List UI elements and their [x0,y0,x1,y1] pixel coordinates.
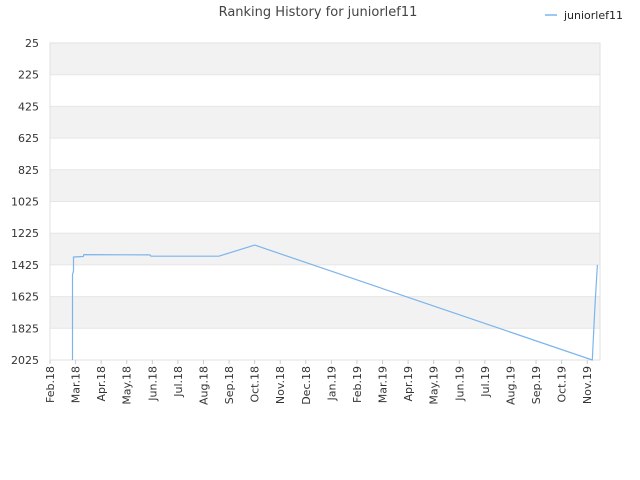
x-tick-label: Nov.19 [581,366,594,404]
plot-band [50,328,600,360]
x-tick-label: Jun.19 [453,366,466,402]
legend[interactable]: juniorlef11 [545,9,623,22]
y-tick-label: 225 [18,69,39,82]
x-tick-label: Oct.19 [556,366,569,403]
x-axis-ticks: Feb.18 Mar.18 Apr.18 May.18 Jun.18 Jul.18 Aug.… [44,360,594,405]
y-tick-label: 1025 [11,196,39,209]
plot-band [50,296,600,329]
y-tick-label: 2025 [11,354,39,367]
series-line-0 [71,244,598,361]
plot-band [50,74,600,107]
y-tick-label: 625 [18,132,39,145]
y-tick-label: 1825 [11,322,39,335]
x-tick-label: Mar.19 [377,366,390,403]
x-tick-label: Apr.18 [95,366,108,402]
plot-bands [50,43,600,360]
plot-frame [49,42,601,361]
series-group [71,244,598,361]
y-tick-label: 1425 [11,259,39,272]
x-tick-label: Apr.19 [402,366,415,402]
plot-band [50,169,600,202]
x-tick-label: Jun.18 [146,366,159,402]
plot-band [50,264,600,297]
y-axis-ticks: 25 225 425 625 825 1025 1225 1425 1625 1825 2025 [11,37,39,367]
y-tick-label: 25 [25,37,39,50]
x-tick-label: Aug.18 [197,366,210,405]
chart-title: Ranking History for juniorlef11 [219,5,418,20]
x-tick-label: Aug.19 [504,366,517,405]
x-tick-label: May.19 [428,366,441,405]
x-tick-label: Jul.18 [172,366,185,398]
y-tick-label: 425 [18,100,39,113]
plot-band [50,43,600,75]
x-tick-label: Feb.18 [44,366,57,403]
plot-band [50,106,600,139]
x-tick-label: May.18 [121,366,134,405]
x-tick-label: Feb.19 [351,366,364,403]
y-tick-label: 1625 [11,291,39,304]
plot-band [50,138,600,170]
x-tick-label: Nov.18 [274,366,287,404]
x-tick-label: Sep.19 [530,366,543,404]
x-tick-label: Mar.18 [70,366,83,403]
x-tick-label: Jan.19 [325,366,338,401]
plot-band [50,233,600,265]
plot-band [50,201,600,234]
x-tick-label: Sep.18 [223,366,236,404]
x-tick-label: Dec.18 [300,366,313,405]
x-tick-label: Jul.19 [479,366,492,398]
y-tick-label: 1225 [11,227,39,240]
y-tick-label: 825 [18,164,39,177]
x-tick-label: Oct.18 [249,366,262,403]
legend-label: juniorlef11 [563,9,623,22]
